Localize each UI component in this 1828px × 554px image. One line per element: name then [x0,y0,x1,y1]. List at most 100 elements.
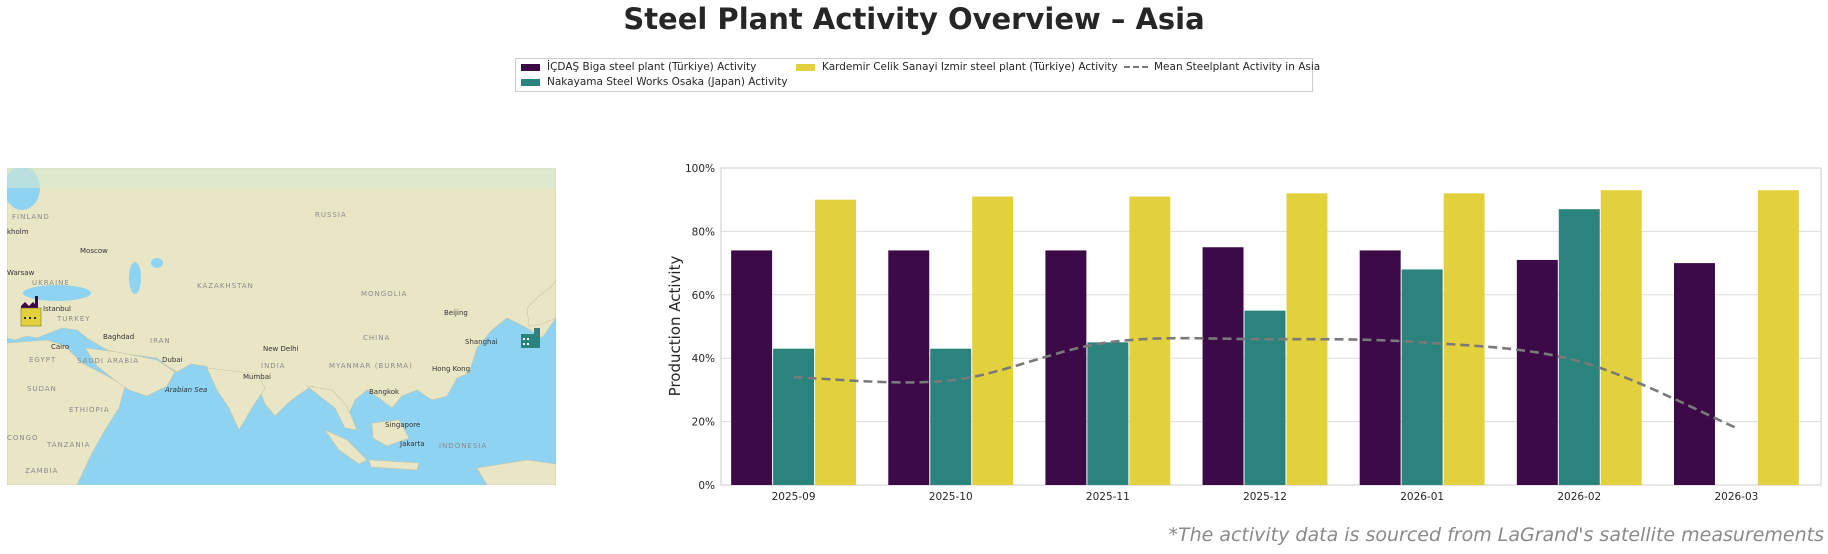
legend-label-nakayama: Nakayama Steel Works Osaka (Japan) Activ… [547,76,788,88]
map-land-india [206,367,266,431]
map-label-india: INDIA [261,362,286,370]
y-tick-label: 80% [692,226,715,238]
asia-map: FINLAND RUSSIA kholm Moscow Warsaw UKRAI… [7,168,556,485]
bar-nakayama-2026-01 [1401,269,1443,485]
map-label-indonesia: INDONESIA [439,442,487,450]
bars [731,190,1799,486]
bar-kardemir-2025-09 [815,199,857,485]
map-label-istanbul: Istanbul [43,305,71,313]
bar-icdas-2025-09 [731,250,773,485]
map-label-newdelhi: New Delhi [263,345,299,353]
x-tick-label: 2026-02 [1557,491,1601,503]
map-land-borneo [371,419,410,447]
legend-swatch-mean [1124,66,1148,68]
map-land-africa [7,339,126,485]
x-tick-label: 2025-10 [929,491,973,503]
legend-swatch-nakayama [521,78,540,86]
factory-icon-kardemir [20,307,42,327]
y-tick-label: 20% [692,417,715,429]
map-label-hongkong: Hong Kong [432,365,470,373]
map-label-cairo: Cairo [51,343,69,351]
bar-nakayama-2025-12 [1244,310,1286,485]
map-aral-sea [151,258,163,268]
map-label-mumbai: Mumbai [243,373,271,381]
x-tick-label: 2026-03 [1714,491,1758,503]
legend-item-mean: Mean Steelplant Activity in Asia [1124,61,1320,73]
map-land-arabia [84,347,176,397]
x-tick-label: 2025-09 [772,491,816,503]
y-axis-label: Production Activity [666,256,684,397]
y-tick-label: 100% [685,163,715,175]
y-tick-label: 40% [692,353,715,365]
map-label-sudan: SUDAN [27,385,57,393]
map-caspian-sea [129,262,141,294]
legend-label-mean: Mean Steelplant Activity in Asia [1154,61,1321,73]
map-label-zambia: ZAMBIA [25,467,58,475]
bar-icdas-2026-02 [1516,259,1558,485]
legend-swatch-icdas [521,63,540,71]
bar-icdas-2026-03 [1673,263,1715,485]
map-land-java [368,459,420,471]
page-title: Steel Plant Activity Overview – Asia [623,2,1205,36]
chart-legend: İÇDAŞ Biga steel plant (Türkiye) Activit… [515,58,1320,92]
bar-icdas-2025-11 [1045,250,1087,485]
y-tick-label: 0% [698,480,715,492]
map-label-dubai: Dubai [162,356,183,364]
map-black-sea [23,285,91,301]
bar-kardemir-2025-11 [1129,196,1171,485]
map-land-seasia [305,385,358,431]
legend-item-icdas: İÇDAŞ Biga steel plant (Türkiye) Activit… [521,61,756,73]
bar-icdas-2026-01 [1359,250,1401,485]
legend-item-kardemir: Kardemir Celik Sanayi Izmir steel plant … [796,61,1118,73]
x-tick-label: 2025-12 [1243,491,1287,503]
map-label-moscow: Moscow [80,247,108,255]
factory-icon-nakayama [521,328,540,348]
map-label-bangkok: Bangkok [369,388,400,396]
map-land-png [476,459,556,485]
bar-icdas-2025-10 [888,250,930,485]
map-label-myanmar: MYANMAR (BURMA) [329,362,413,370]
map-label-saudi: SAUDI ARABIA [77,357,139,365]
legend-label-kardemir: Kardemir Celik Sanayi Izmir steel plant … [822,61,1118,73]
map-label-ethiopia: ETHIOPIA [69,406,110,414]
map-label-tanzania: TANZANIA [46,441,90,449]
map-label-beijing: Beijing [444,309,468,317]
map-label-kazakhstan: KAZAKHSTAN [197,282,254,290]
map-label-warsaw: Warsaw [7,269,35,277]
bar-kardemir-2025-10 [972,196,1014,485]
map-label-shanghai: Shanghai [465,338,498,346]
map-label-stockholm: kholm [7,228,29,236]
map-label-turkey: TURKEY [56,315,91,323]
bar-kardemir-2026-02 [1600,190,1642,485]
map-svg: FINLAND RUSSIA kholm Moscow Warsaw UKRAI… [7,168,556,485]
map-label-egypt: EGYPT [29,356,56,364]
x-axis-ticks: 2025-09 2025-10 2025-11 2025-12 2026-01 2026-… [772,491,1759,503]
bar-icdas-2025-12 [1202,247,1244,485]
legend-swatch-kardemir [796,63,815,71]
bar-nakayama-2026-02 [1558,209,1600,485]
map-label-mongolia: MONGOLIA [361,290,407,298]
mean-activity-line [793,336,1737,430]
bar-kardemir-2026-01 [1443,193,1485,486]
map-label-congo: CONGO [7,434,39,442]
bar-nakayama-2025-09 [773,348,815,485]
map-land-eurasia [7,168,556,419]
legend-item-nakayama: Nakayama Steel Works Osaka (Japan) Activ… [521,76,788,88]
footnote: *The activity data is sourced from LaGra… [1168,524,1824,546]
bar-nakayama-2025-10 [930,348,972,485]
map-label-china: CHINA [363,334,390,342]
map-labels: FINLAND RUSSIA kholm Moscow Warsaw UKRAI… [7,211,498,475]
map-land-sumatra [324,429,368,465]
bar-kardemir-2026-03 [1757,190,1799,485]
bar-nakayama-2025-11 [1087,342,1129,485]
map-label-jakarta: Jakarta [399,440,425,448]
y-tick-label: 60% [692,290,715,302]
map-label-finland: FINLAND [12,213,50,221]
map-north-band [7,168,556,188]
map-label-russia: RUSSIA [315,211,347,219]
x-tick-label: 2026-01 [1400,491,1444,503]
legend-label-icdas: İÇDAŞ Biga steel plant (Türkiye) Activit… [547,61,757,73]
map-label-singapore: Singapore [385,421,420,429]
map-label-baghdad: Baghdad [103,333,134,341]
